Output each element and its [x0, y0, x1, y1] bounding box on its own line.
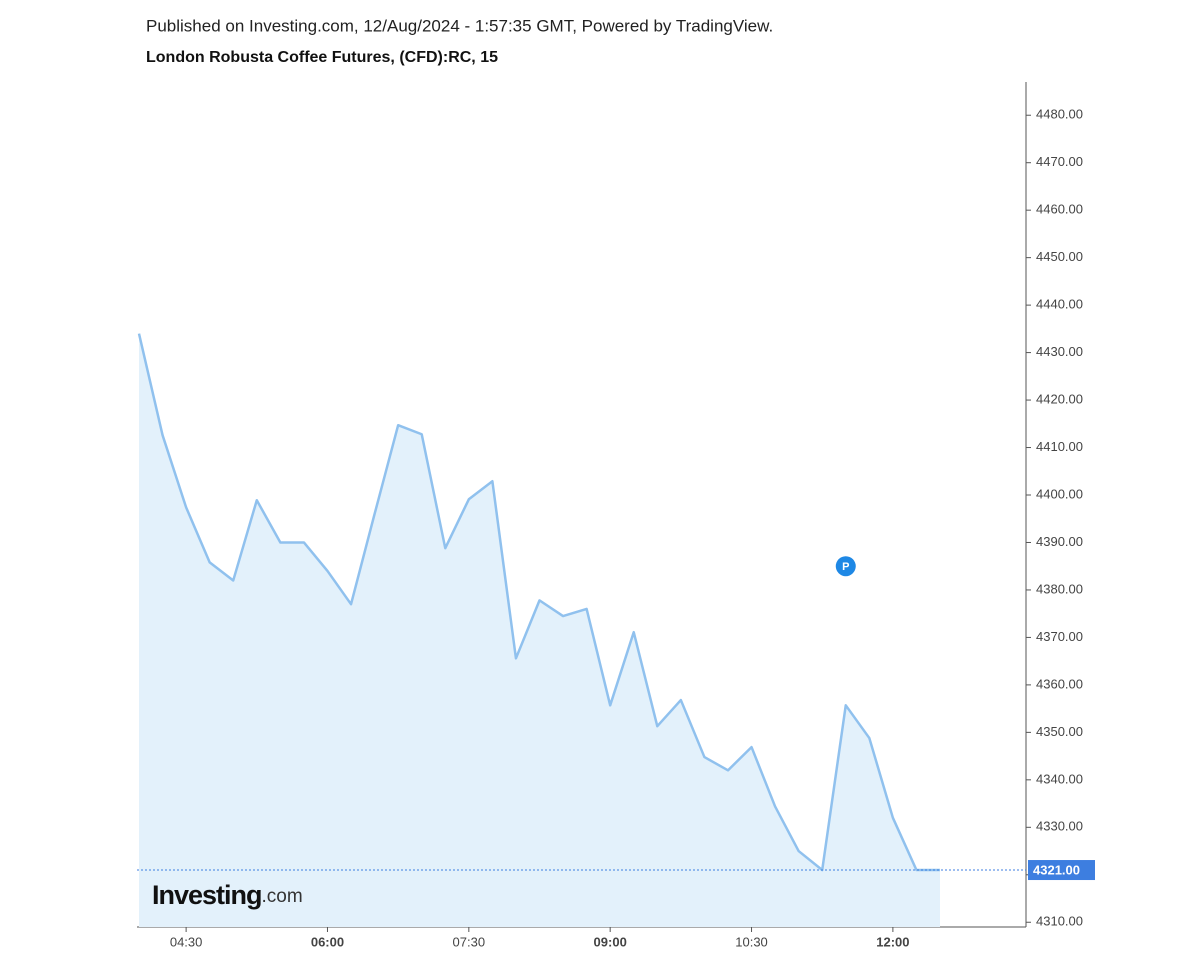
y-tick-label: 4370.00 [1036, 629, 1083, 644]
x-tick-label: 10:30 [735, 934, 768, 949]
logo-suffix: .com [262, 886, 303, 907]
y-tick-label: 4480.00 [1036, 107, 1083, 122]
logo-main: Investing [152, 880, 262, 910]
y-tick-label: 4340.00 [1036, 771, 1083, 786]
y-tick-label: 4420.00 [1036, 391, 1083, 406]
y-tick-label: 4350.00 [1036, 724, 1083, 739]
chart-title: London Robusta Coffee Futures, (CFD):RC,… [146, 49, 498, 66]
marker [835, 556, 856, 577]
y-tick-label: 4470.00 [1036, 154, 1083, 169]
last-price-box [1028, 860, 1095, 881]
y-tick-label: 4450.00 [1036, 249, 1083, 264]
x-tick-label: 09:00 [594, 934, 627, 949]
y-tick-label: 4390.00 [1036, 534, 1083, 549]
x-tick-label: 07:30 [453, 934, 486, 949]
x-tick-label: 04:30 [170, 934, 203, 949]
logo: Investing.com [152, 880, 303, 910]
x-tick-label: 06:00 [311, 934, 344, 949]
y-tick-label: 4330.00 [1036, 819, 1083, 834]
header: Published on Investing.com, 12/Aug/2024 … [146, 16, 773, 35]
y-tick-label: 4360.00 [1036, 676, 1083, 691]
y-tick-label: 4460.00 [1036, 202, 1083, 217]
y-tick-label: 4400.00 [1036, 486, 1083, 501]
marker-label: P [842, 561, 849, 573]
last-price-label: 4321.00 [1033, 862, 1080, 877]
y-tick-label: 4410.00 [1036, 439, 1083, 454]
area-fill [139, 333, 940, 927]
x-tick-label: 12:00 [876, 934, 909, 949]
y-tick-label: 4440.00 [1036, 297, 1083, 312]
price-line [137, 333, 940, 872]
y-tick-label: 4310.00 [1036, 914, 1083, 929]
y-tick-label: 4430.00 [1036, 344, 1083, 359]
y-tick-label: 4380.00 [1036, 581, 1083, 596]
